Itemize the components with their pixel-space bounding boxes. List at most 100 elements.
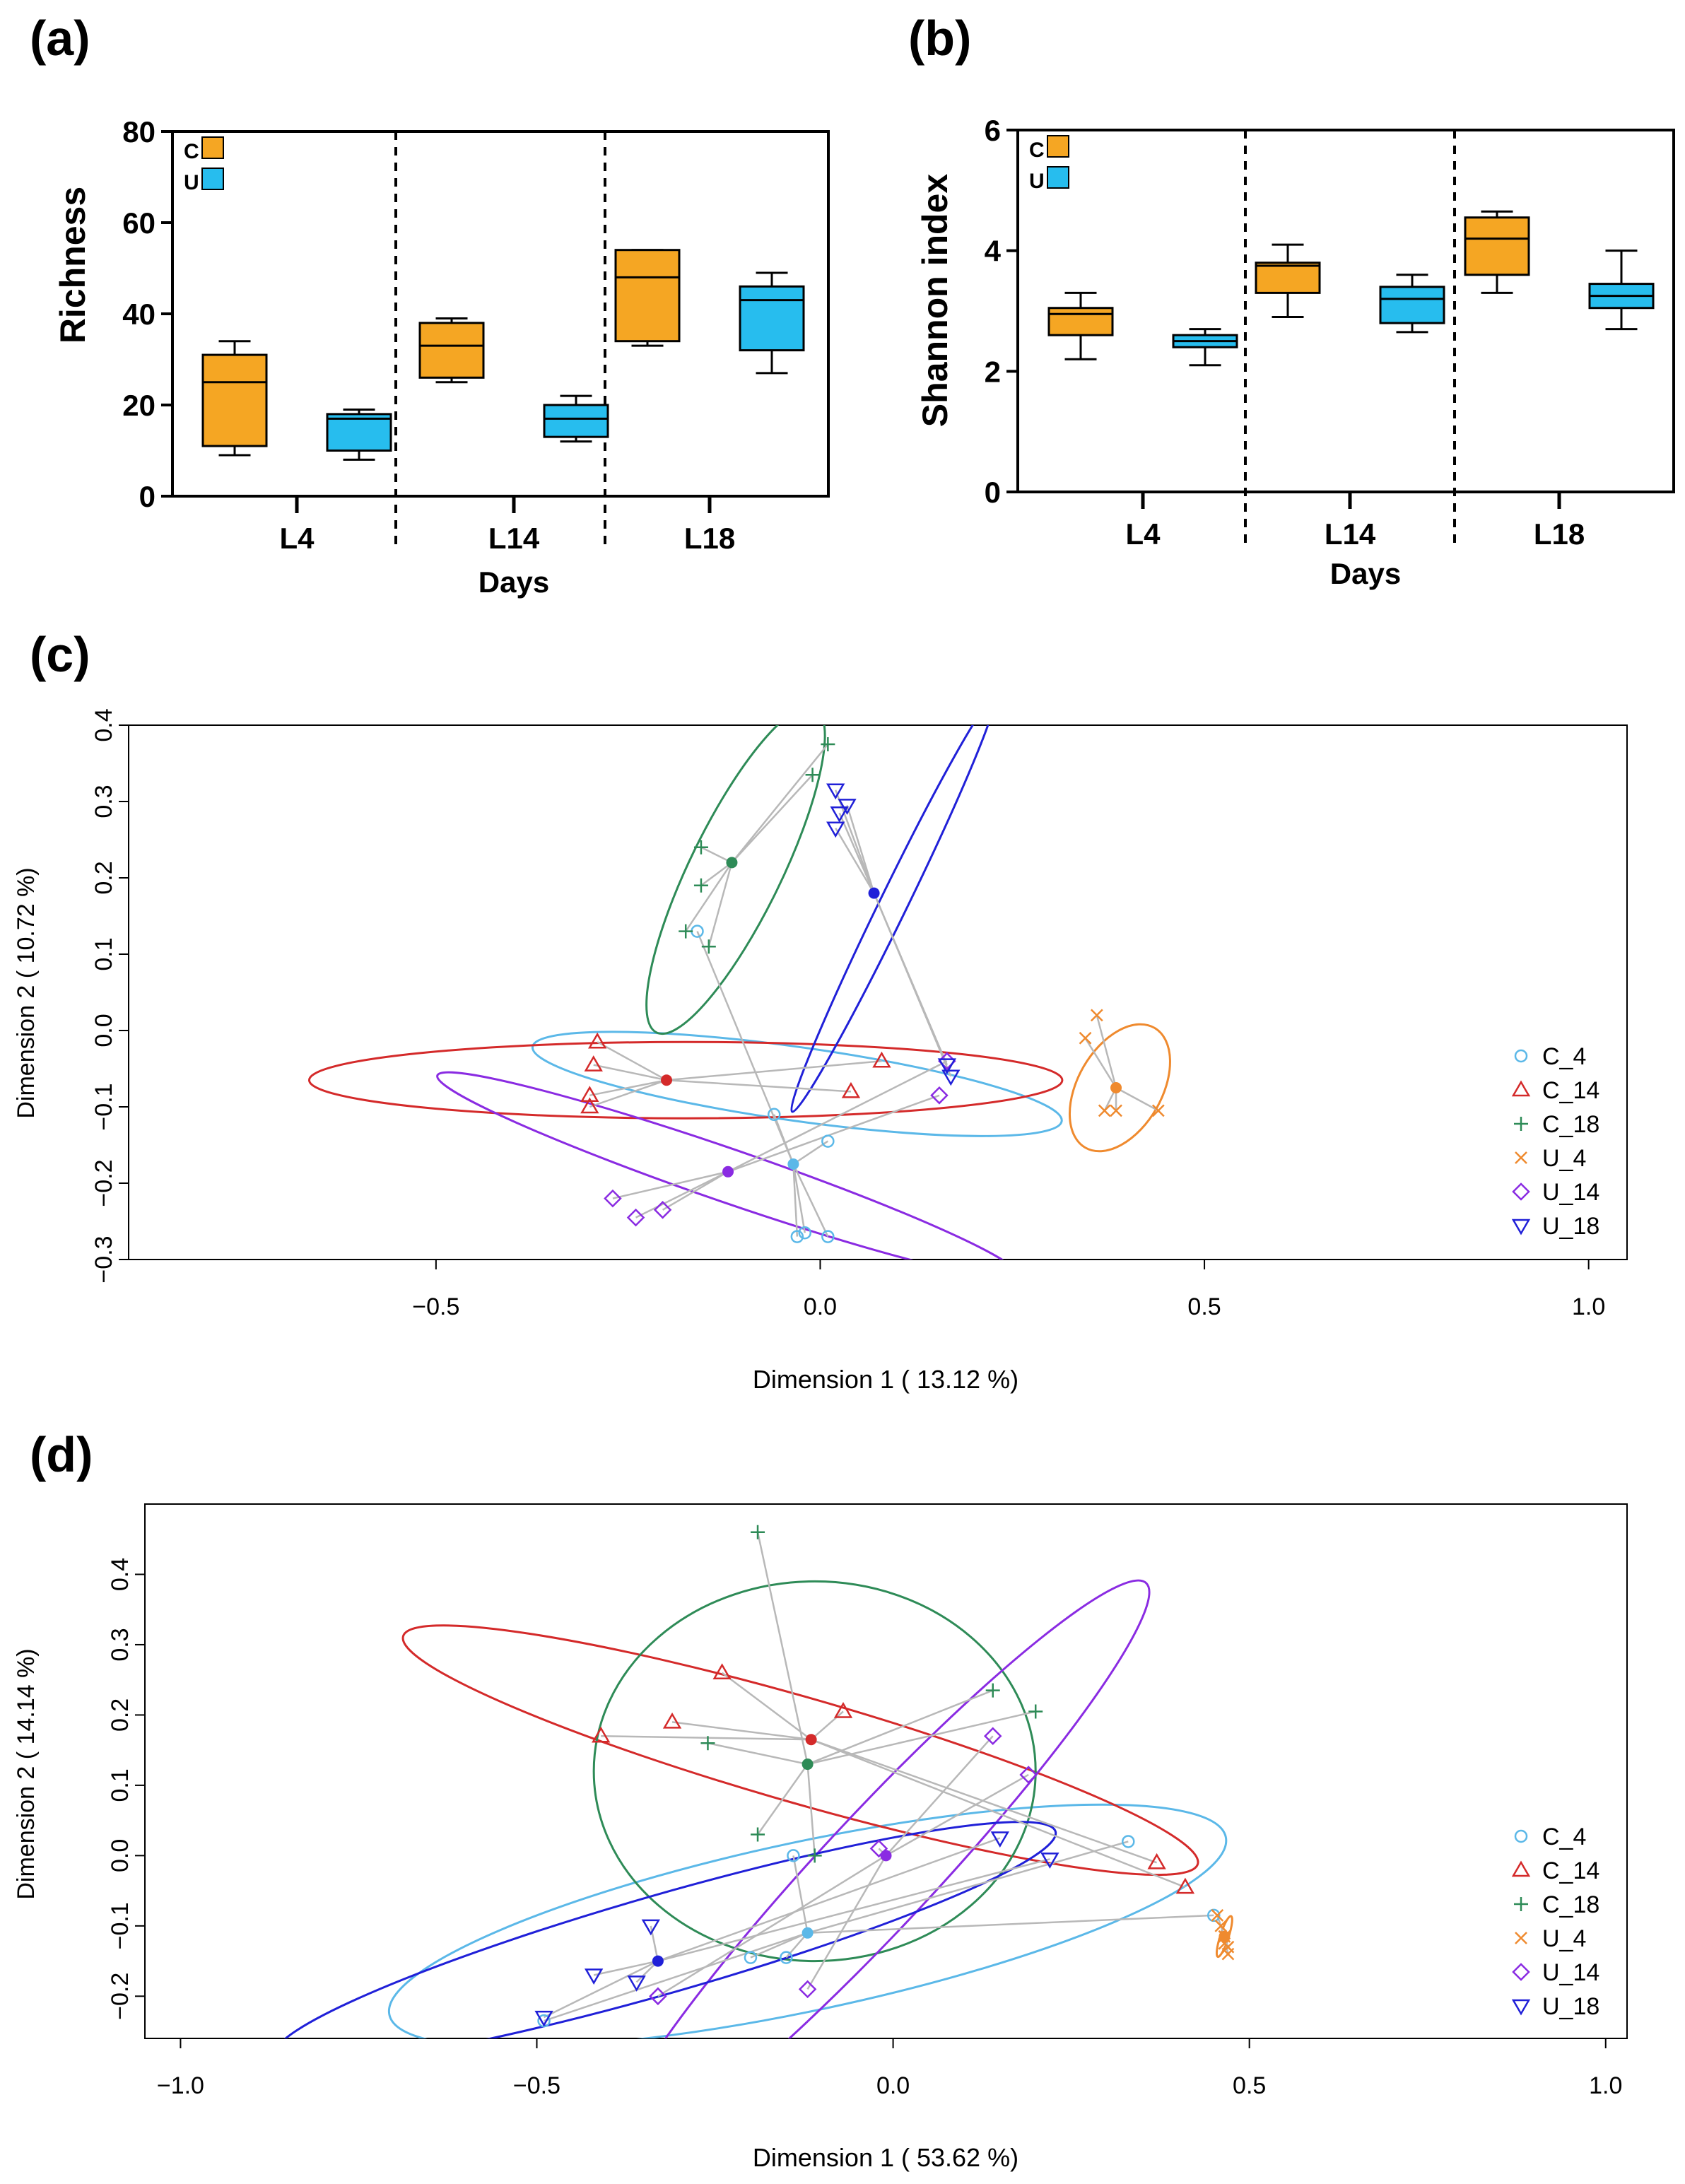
plot-area [273, 1525, 1235, 2038]
spider-link-U_18 [846, 805, 875, 893]
legend-label: U [184, 171, 199, 194]
centroid-U_4 [1110, 1082, 1122, 1093]
spider-link-C_14 [810, 1710, 844, 1741]
x-tick-label: 0.5 [1233, 2072, 1266, 2099]
panel-d-plot: −1.0 −0.5 0.0 0.5 1.0 −0.2 −0.1 0.0 0.1 0.2 0.3 0.4… [107, 1503, 1628, 2099]
spider-link-C_14 [666, 1079, 852, 1093]
panel-b: (b) 0 2 4 6 L4 L14 L18 CU Shannon index Days [908, 11, 1675, 590]
point-C_18 [693, 878, 708, 893]
point-C_18 [701, 939, 716, 954]
spider-link-C_4 [544, 1932, 808, 2022]
ellipse-U_14 [607, 1579, 1151, 2038]
legend-marker-C_14 [1511, 1860, 1531, 1877]
panel-d: (d) −1.0 −0.5 0.0 0.5 1.0 −0.2 −0.1 0.0 0.1 0.2 0.… [13, 1427, 1628, 2172]
point-C_14 [584, 1055, 603, 1072]
panel-c-label: (c) [30, 627, 90, 682]
y-tick-label: 0.1 [90, 937, 117, 970]
spider-link-U_4 [1115, 1086, 1159, 1112]
legend-marker-C_4 [1514, 1829, 1528, 1843]
spider-link-C_18 [807, 1710, 1036, 1766]
panel-a-plot: 0 20 40 60 80 L4 L14 L18 CU [122, 115, 830, 555]
panel-b-plot: 0 2 4 6 L4 L14 L18 CU [985, 114, 1675, 551]
point-C_14 [592, 1726, 611, 1743]
point-U_18 [941, 1069, 961, 1086]
point-U_18 [534, 2010, 553, 2027]
panel-c-frame [128, 724, 1628, 1260]
panel-a: (a) 0 20 40 60 80 L4 L14 L18 CU Richness Days [30, 11, 830, 599]
centroid-C_14 [661, 1074, 673, 1086]
panel-b-xlabel: Days [1330, 557, 1401, 590]
panel-c: (c) −0.5 0.0 0.5 1.0 −0.3 −0.2 −0.1 0.0 0.1 0.2 0.… [13, 627, 1628, 1394]
x-tick-label: L4 [1125, 517, 1161, 551]
point-C_4 [787, 1849, 800, 1862]
y-tick-label: 0 [985, 476, 1001, 509]
legend-marker-U_14 [1512, 1963, 1530, 1981]
spider-link-C_4 [807, 1914, 1214, 1935]
y-tick-label: 0.0 [90, 1014, 117, 1047]
ellipse-C_4 [531, 1031, 1063, 1137]
y-tick-label: −0.2 [107, 1973, 134, 2020]
spider-link-U_14 [635, 1170, 729, 1219]
point-U_14 [626, 1208, 645, 1227]
point-C_18 [805, 768, 820, 782]
ellipse-U_18 [790, 725, 997, 1113]
point-U_18 [826, 783, 845, 800]
spider-link-U_18 [657, 1858, 1050, 1962]
y-tick-label: 60 [122, 206, 155, 240]
point-C_18 [679, 924, 693, 939]
spider-link-C_14 [721, 1672, 812, 1741]
centroid-U_14 [722, 1166, 734, 1178]
ellipse-C_18 [645, 725, 826, 1035]
legend-swatch [201, 168, 224, 190]
legend-label: U_18 [1542, 1213, 1599, 1240]
point-U_14 [983, 1727, 1002, 1746]
point-U_4 [1090, 1009, 1103, 1022]
spider-link-C_18 [700, 862, 733, 886]
legend-label: U_14 [1542, 1959, 1599, 1986]
point-C_14 [833, 1701, 853, 1718]
spider-link-C_18 [806, 1763, 816, 1856]
x-tick-label: −0.5 [513, 2072, 560, 2099]
legend-label: U_14 [1542, 1179, 1599, 1206]
centroid-U_18 [868, 887, 880, 899]
point-U_4 [1079, 1031, 1092, 1045]
ellipse-C_4 [387, 1803, 1228, 2038]
box-C-L14 [418, 322, 485, 379]
y-tick-label: 6 [985, 114, 1001, 147]
y-tick-label: −0.1 [107, 1902, 134, 1949]
legend-marker-U_4 [1515, 1151, 1527, 1164]
legend-swatch [201, 136, 224, 159]
y-tick-label: 0.4 [90, 708, 117, 741]
point-C_4 [767, 1108, 781, 1122]
ellipse-C_14 [401, 1624, 1199, 1877]
legend-marker-C_18 [1514, 1117, 1528, 1131]
spider-link-U_14 [727, 1094, 940, 1173]
legend-label: C_14 [1542, 1857, 1599, 1884]
box-U-L14 [543, 404, 609, 438]
point-U_4 [1211, 1909, 1224, 1922]
centroid-C_18 [726, 857, 738, 869]
spider-link-C_14 [597, 1041, 667, 1081]
x-tick-label: 0.0 [804, 1293, 837, 1320]
spider-link-U_14 [657, 1855, 887, 1997]
legend-marker-U_18 [1511, 1999, 1531, 2016]
centroid-C_4 [802, 1927, 814, 1939]
centroid-U_4 [1219, 1930, 1231, 1942]
point-U_4 [1098, 1104, 1111, 1117]
point-C_4 [744, 1951, 758, 1964]
point-C_14 [588, 1032, 607, 1049]
spider-link-C_18 [685, 862, 733, 932]
spider-link-U_14 [885, 1735, 994, 1857]
spider-link-C_4 [807, 1840, 1129, 1934]
y-tick-label: 0.4 [107, 1558, 134, 1591]
y-tick-label: 20 [122, 389, 155, 422]
legend-label: C_18 [1542, 1891, 1599, 1918]
point-U_14 [653, 1201, 672, 1219]
centroid-U_14 [880, 1850, 892, 1862]
spider-link-C_4 [792, 1855, 809, 1934]
y-tick-label: −0.3 [90, 1235, 117, 1283]
legend-label: C_4 [1542, 1824, 1586, 1850]
ellipse-C_18 [592, 1580, 1037, 1963]
x-tick-label: L4 [279, 522, 315, 555]
